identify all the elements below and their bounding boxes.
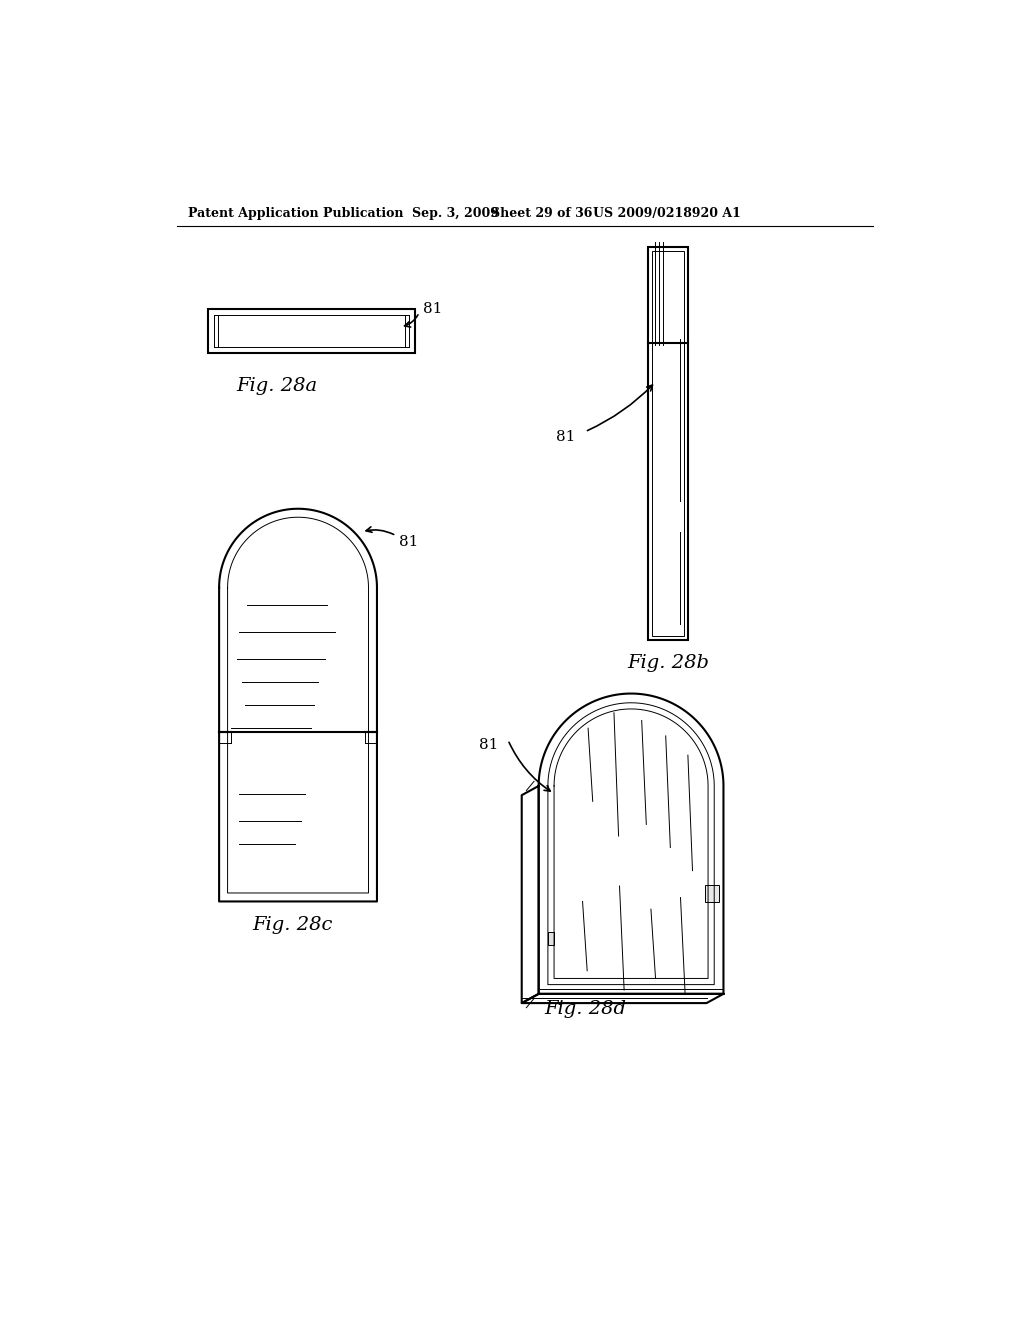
Text: 81: 81 (556, 430, 575, 444)
Text: Fig. 28c: Fig. 28c (252, 916, 333, 933)
Text: Patent Application Publication: Patent Application Publication (188, 207, 403, 220)
Text: US 2009/0218920 A1: US 2009/0218920 A1 (593, 207, 740, 220)
Text: Sep. 3, 2009: Sep. 3, 2009 (412, 207, 499, 220)
Text: 81: 81 (423, 301, 442, 315)
FancyBboxPatch shape (705, 886, 719, 903)
Text: Fig. 28b: Fig. 28b (627, 653, 709, 672)
Text: Fig. 28d: Fig. 28d (544, 1001, 626, 1018)
Text: Fig. 28a: Fig. 28a (237, 376, 317, 395)
Text: 81: 81 (478, 738, 498, 752)
Bar (652, 251, 684, 636)
Bar (648, 247, 688, 640)
Bar (208, 309, 416, 354)
Bar (548, 932, 554, 945)
Text: Sheet 29 of 36: Sheet 29 of 36 (490, 207, 592, 220)
Text: 81: 81 (398, 535, 418, 549)
